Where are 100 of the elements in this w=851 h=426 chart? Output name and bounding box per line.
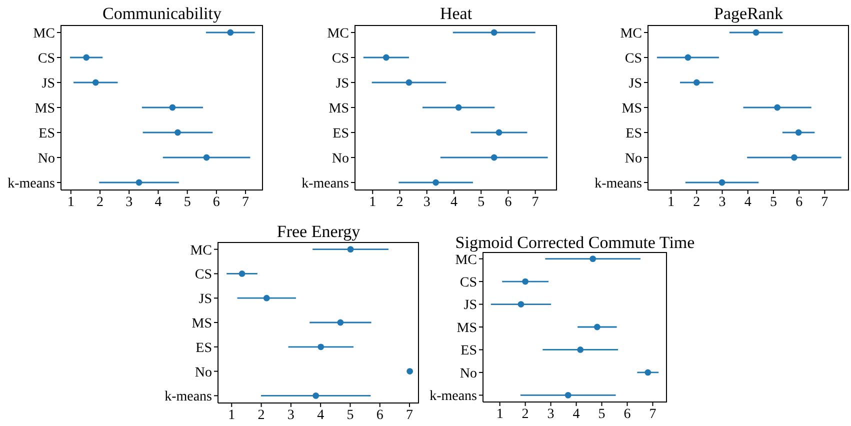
y-tick-label: MS: [192, 316, 212, 332]
x-tick-label: 5: [478, 194, 485, 210]
point: [590, 256, 596, 262]
y-tick-label: CS: [332, 51, 349, 66]
point: [337, 319, 344, 326]
x-tick-label: 4: [154, 194, 162, 210]
y-tick-label: ES: [626, 126, 642, 142]
y-tick-label: MC: [190, 243, 212, 258]
chart-title: PageRank: [713, 4, 784, 24]
y-tick-label: k-means: [302, 176, 349, 192]
point: [83, 54, 90, 61]
point: [795, 129, 802, 136]
x-tick-label: 4: [450, 194, 458, 210]
point: [432, 179, 439, 186]
x-tick-label: 6: [624, 406, 631, 422]
y-tick-label: JS: [464, 298, 477, 314]
point: [693, 79, 700, 86]
y-tick-label: CS: [38, 51, 55, 66]
y-tick-label: MC: [455, 252, 477, 268]
x-tick-label: 6: [376, 408, 384, 423]
x-tick-label: 3: [423, 194, 430, 210]
x-tick-label: 3: [126, 194, 133, 210]
point: [263, 294, 270, 302]
point: [564, 392, 572, 398]
y-tick-label: k-means: [594, 176, 642, 192]
x-tick-label: 6: [504, 194, 512, 210]
x-tick-label: 1: [668, 194, 675, 210]
x-tick-label: 1: [67, 194, 74, 210]
x-tick-label: 2: [522, 406, 529, 422]
y-tick-label: k-means: [8, 176, 55, 192]
y-tick-label: ES: [38, 126, 55, 142]
point: [136, 179, 142, 186]
y-tick-label: CS: [194, 268, 212, 283]
point: [718, 179, 726, 186]
y-tick-label: No: [332, 151, 349, 166]
point: [455, 104, 462, 111]
chart-title: Free Energy: [276, 222, 360, 241]
point: [318, 344, 324, 350]
x-tick-label: 7: [649, 406, 656, 422]
y-tick-label: No: [624, 151, 642, 166]
point: [577, 346, 584, 353]
y-tick-label: MS: [622, 101, 642, 116]
x-tick-label: 5: [770, 194, 777, 210]
point: [406, 368, 414, 374]
y-tick-label: JS: [628, 76, 642, 92]
x-tick-label: 3: [547, 406, 554, 422]
x-tick-label: 2: [258, 408, 265, 423]
x-tick-label: 5: [346, 408, 354, 423]
x-tick-label: 6: [212, 194, 220, 210]
x-tick-label: 5: [598, 406, 606, 422]
y-tick-label: CS: [624, 51, 642, 66]
x-tick-label: 2: [96, 194, 104, 210]
x-tick-label: 7: [242, 194, 250, 210]
x-tick-label: 6: [796, 194, 803, 210]
point: [238, 270, 246, 277]
point: [490, 154, 498, 161]
x-tick-label: 3: [287, 408, 294, 423]
y-tick-label: ES: [332, 126, 349, 142]
chart-title: Sigmoid Corrected Commute Time: [454, 233, 696, 253]
y-tick-label: ES: [196, 340, 212, 356]
point: [347, 246, 354, 253]
point: [490, 29, 498, 36]
x-tick-label: 4: [572, 406, 580, 422]
y-tick-label: MC: [33, 26, 55, 42]
chart-title: Communicability: [102, 4, 222, 24]
point: [791, 154, 798, 161]
x-tick-label: 1: [369, 194, 376, 210]
x-tick-label: 3: [718, 194, 726, 210]
x-tick-label: 2: [693, 194, 700, 210]
point: [312, 392, 320, 399]
x-tick-label: 1: [228, 408, 236, 423]
point: [92, 79, 99, 86]
y-tick-label: k-means: [164, 390, 212, 405]
y-tick-label: JS: [336, 76, 349, 92]
y-tick-label: ES: [460, 344, 477, 359]
x-tick-label: 2: [396, 194, 404, 210]
point: [406, 79, 412, 86]
point: [774, 104, 781, 111]
point: [203, 154, 210, 161]
point: [496, 129, 502, 136]
y-tick-label: MS: [328, 101, 349, 116]
x-tick-label: 7: [532, 194, 539, 210]
x-tick-label: 7: [821, 194, 828, 210]
point: [382, 54, 390, 61]
point: [518, 301, 524, 308]
y-tick-label: k-means: [430, 389, 477, 404]
point: [752, 29, 760, 36]
x-tick-label: 5: [184, 194, 191, 210]
y-tick-label: JS: [42, 76, 55, 92]
y-tick-label: MC: [620, 26, 642, 42]
point: [594, 324, 600, 330]
point: [684, 54, 692, 61]
y-tick-label: MS: [456, 320, 477, 336]
y-tick-label: MS: [34, 101, 55, 116]
point: [522, 278, 529, 285]
point: [169, 104, 176, 111]
x-tick-label: 1: [496, 406, 504, 422]
chart-title: Heat: [438, 4, 474, 24]
x-tick-label: 7: [406, 408, 414, 423]
y-tick-label: MC: [327, 26, 349, 42]
